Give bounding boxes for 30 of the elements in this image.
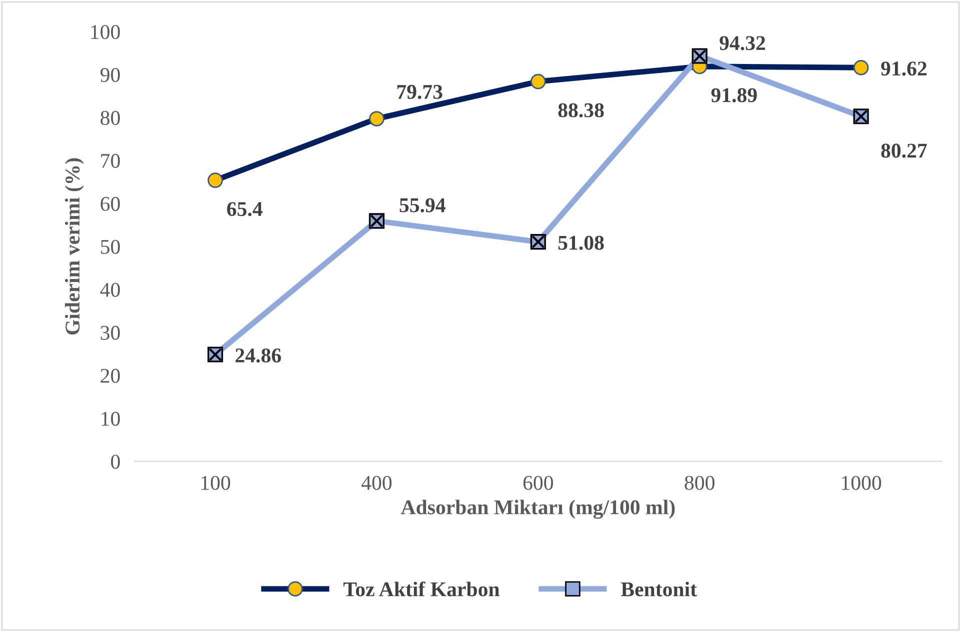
data-label: 91.62: [881, 62, 926, 76]
y-tick-label: 0: [111, 454, 120, 469]
y-tick-label: 50: [101, 240, 120, 254]
y-tick-label: 100: [91, 24, 120, 40]
data-label: 55.94: [400, 198, 446, 212]
data-label: 94.32: [720, 36, 766, 50]
y-tick-label: 80: [100, 110, 120, 125]
data-label: 65.4: [227, 202, 262, 216]
y-tick-label: 40: [100, 282, 120, 297]
x-tick-label: 800: [684, 476, 714, 490]
data-label: 79.73: [397, 84, 442, 100]
data-label: 91.89: [711, 88, 757, 102]
data-label: 88.38: [558, 103, 604, 118]
y-tick-label: 70: [101, 154, 120, 168]
y-tick-label: 10: [102, 412, 120, 426]
data-label: 51.08: [558, 236, 604, 250]
x-tick-label: 1000: [842, 476, 882, 490]
y-tick-label: 60: [100, 196, 120, 211]
x-tick-label: 100: [201, 476, 230, 490]
data-label: 24.86: [236, 348, 281, 363]
data-label: 80.27: [881, 144, 927, 158]
y-tick-label: 30: [100, 326, 120, 340]
x-tick-label: 600: [523, 476, 553, 490]
legend-label: Toz Aktif Karbon: [343, 582, 500, 596]
y-tick-label: 90: [100, 68, 120, 82]
legend-label: Bentonit: [620, 582, 697, 596]
x-axis-title: Adsorban Miktarı (mg/100 ml): [400, 500, 675, 519]
y-axis-title: Giderim verimi (%): [64, 158, 84, 335]
y-tick-label: 20: [100, 368, 120, 383]
x-tick-label: 400: [361, 476, 392, 490]
